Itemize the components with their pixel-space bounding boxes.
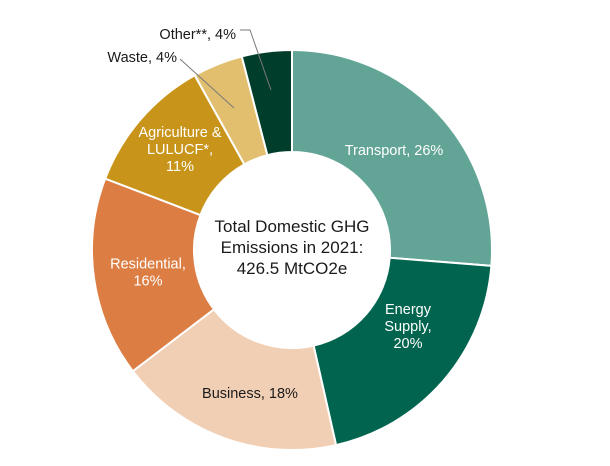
slice-label-line: Energy [385, 302, 432, 318]
slice-label-line: Transport, 26% [345, 143, 444, 159]
center-text-line: Total Domestic GHG [215, 217, 370, 236]
leader-lines [179, 29, 272, 109]
center-text-line: 426.5 MtCO2e [237, 259, 348, 278]
leader-line-6 [240, 29, 272, 91]
leader-line-5 [179, 58, 235, 109]
slice-1 [312, 256, 493, 447]
center-text-line: Emissions in 2021: [221, 238, 364, 257]
slice-label-3: Residential, 16% [110, 257, 186, 290]
slice-label-line: 20% [393, 336, 422, 352]
slice-label-0: Transport, 26% [345, 143, 444, 159]
slice-label-line: Residential, [110, 257, 186, 273]
slice-label-line: Agriculture & [138, 125, 221, 141]
slice-2 [131, 307, 338, 451]
slice-label-line: Supply, [384, 319, 431, 335]
slice-label-line: 16% [133, 274, 162, 290]
slice-label-line: Waste, 4% [107, 50, 177, 66]
donut-slices [91, 48, 493, 451]
slice-label-1: Energy Supply, 20% [384, 302, 431, 352]
slice-3 [91, 177, 216, 373]
slice-label-line: Business, 18% [202, 386, 298, 402]
slice-0 [291, 48, 493, 267]
slice-labels: Transport, 26% Energy Supply, 20% Business, … [107, 27, 443, 402]
slice-label-6: Other**, 4% [159, 27, 236, 43]
slice-label-4: Agriculture & LULUCF*, 11% [138, 125, 221, 175]
slice-label-line: 11% [166, 159, 194, 175]
slice-label-5: Waste, 4% [107, 50, 177, 66]
slice-label-line: LULUCF*, [147, 142, 213, 158]
slice-label-2: Business, 18% [202, 386, 298, 402]
slice-6 [240, 48, 293, 157]
slice-label-line: Other**, 4% [159, 27, 236, 43]
center-total-label: Total Domestic GHG Emissions in 2021: 426.… [215, 217, 370, 278]
